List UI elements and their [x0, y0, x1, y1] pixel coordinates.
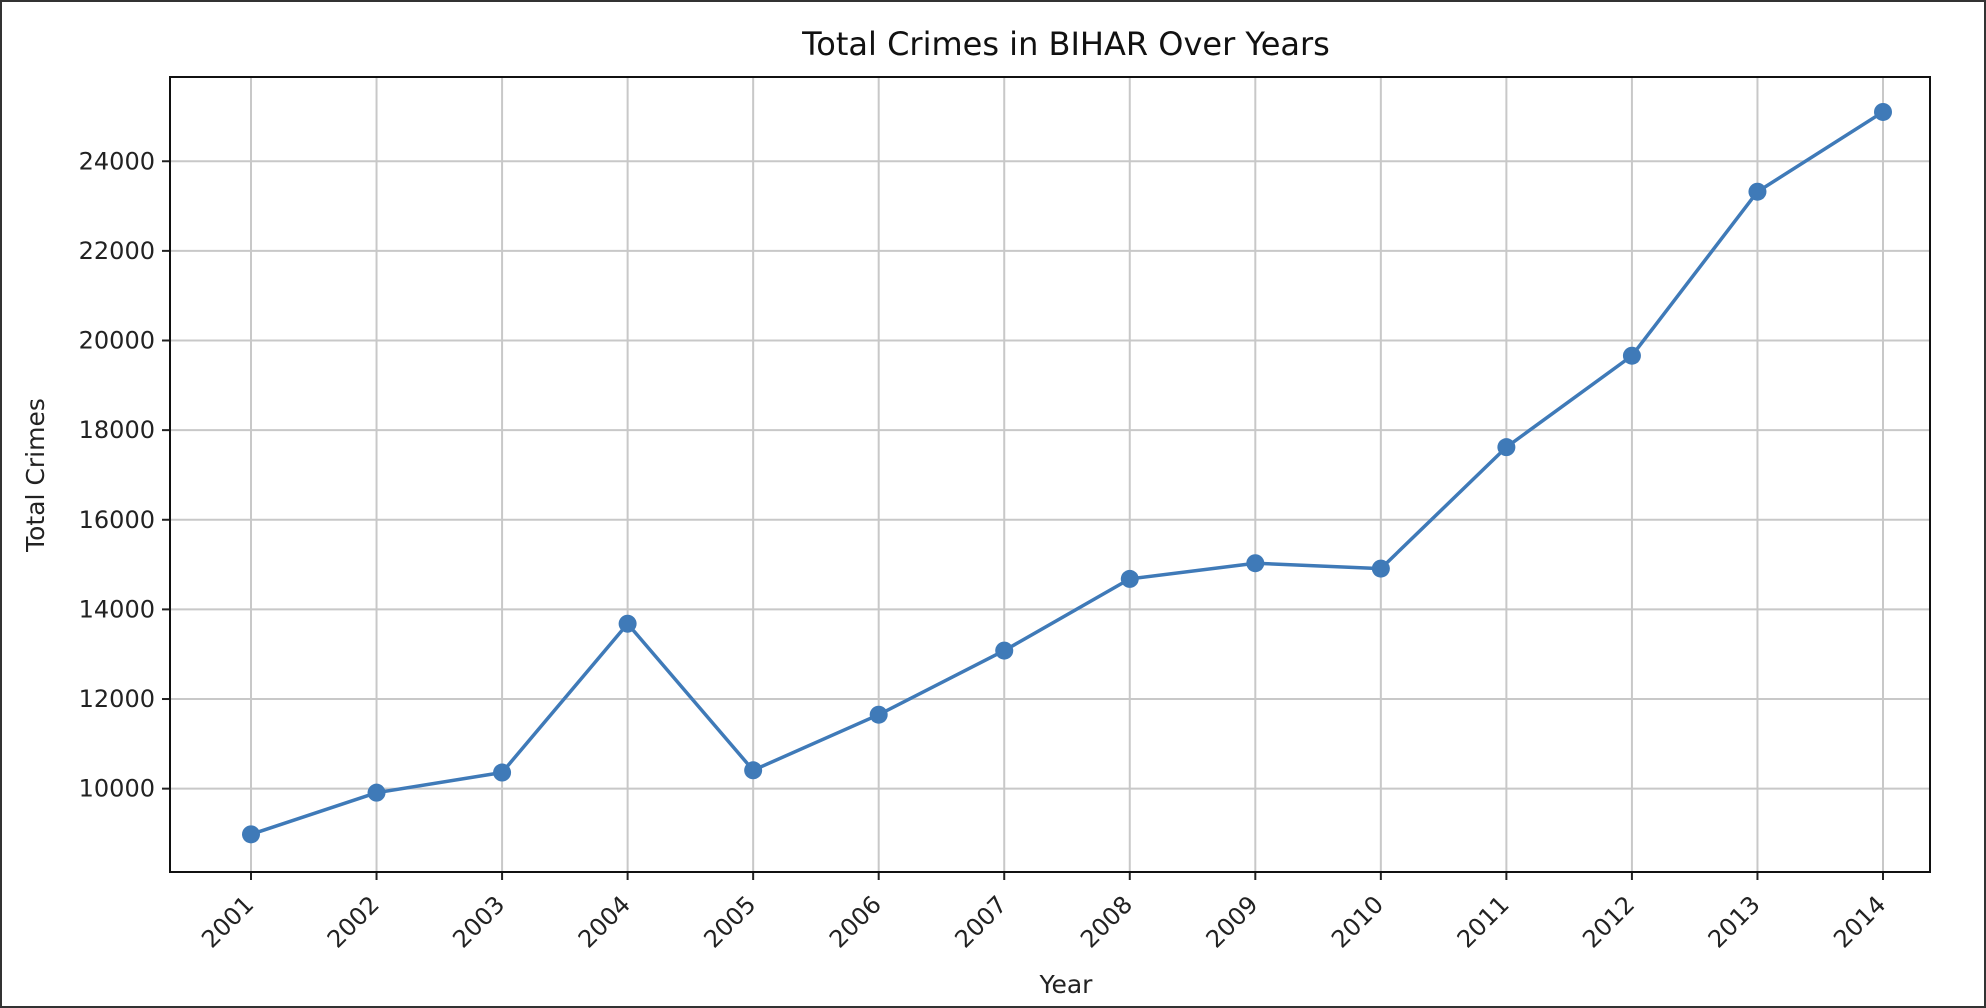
data-point — [1371, 559, 1390, 578]
data-point — [1120, 569, 1139, 588]
grid-layer — [170, 77, 1930, 872]
data-point — [1622, 346, 1641, 365]
data-point — [1748, 182, 1767, 201]
x-tick-label: 2010 — [1326, 890, 1389, 953]
data-point — [744, 761, 763, 780]
x-tick-label: 2007 — [949, 890, 1012, 953]
x-tick-label: 2005 — [698, 890, 761, 953]
data-point — [367, 783, 386, 802]
data-point — [1874, 102, 1892, 121]
y-tick-label: 12000 — [79, 685, 155, 713]
x-tick-label: 2003 — [447, 890, 510, 953]
chart-title: Total Crimes in BIHAR Over Years — [801, 25, 1330, 63]
y-tick-label: 22000 — [79, 237, 155, 265]
y-tick-label: 10000 — [79, 775, 155, 803]
x-tick-label: 2013 — [1703, 890, 1766, 953]
data-point — [618, 614, 637, 633]
data-point — [1246, 554, 1265, 573]
data-point — [493, 763, 512, 782]
x-tick-label: 2009 — [1201, 890, 1264, 953]
data-point — [869, 705, 888, 724]
y-tick-label: 24000 — [79, 147, 155, 175]
series-line — [249, 110, 1885, 837]
y-axis-label: Total Crimes — [21, 398, 50, 553]
x-tick-label: 2014 — [1828, 890, 1891, 953]
x-tick-label: 2004 — [573, 890, 636, 953]
x-tick-label: 2012 — [1577, 890, 1640, 953]
plot-frame — [169, 76, 1931, 873]
y-tick-label: 18000 — [79, 416, 155, 444]
x-tick-label: 2002 — [322, 890, 385, 953]
x-tick-label: 2006 — [824, 890, 887, 953]
x-axis-label: Year — [1039, 970, 1094, 999]
data-point — [1497, 438, 1516, 457]
y-tick-label: 16000 — [79, 506, 155, 534]
labels-layer: 2001 2002 2003 2004 2005 2006 2007 2008 2009 2010… — [79, 147, 1892, 953]
x-tick-label: 2001 — [196, 890, 259, 953]
x-tick-label: 2011 — [1452, 890, 1515, 953]
x-tick-label: 2008 — [1075, 890, 1138, 953]
data-point — [242, 825, 260, 844]
axes-layer — [162, 76, 1931, 880]
data-point — [995, 641, 1014, 660]
y-tick-label: 14000 — [79, 595, 155, 623]
y-tick-label: 20000 — [79, 327, 155, 355]
series-layer — [242, 102, 1892, 844]
